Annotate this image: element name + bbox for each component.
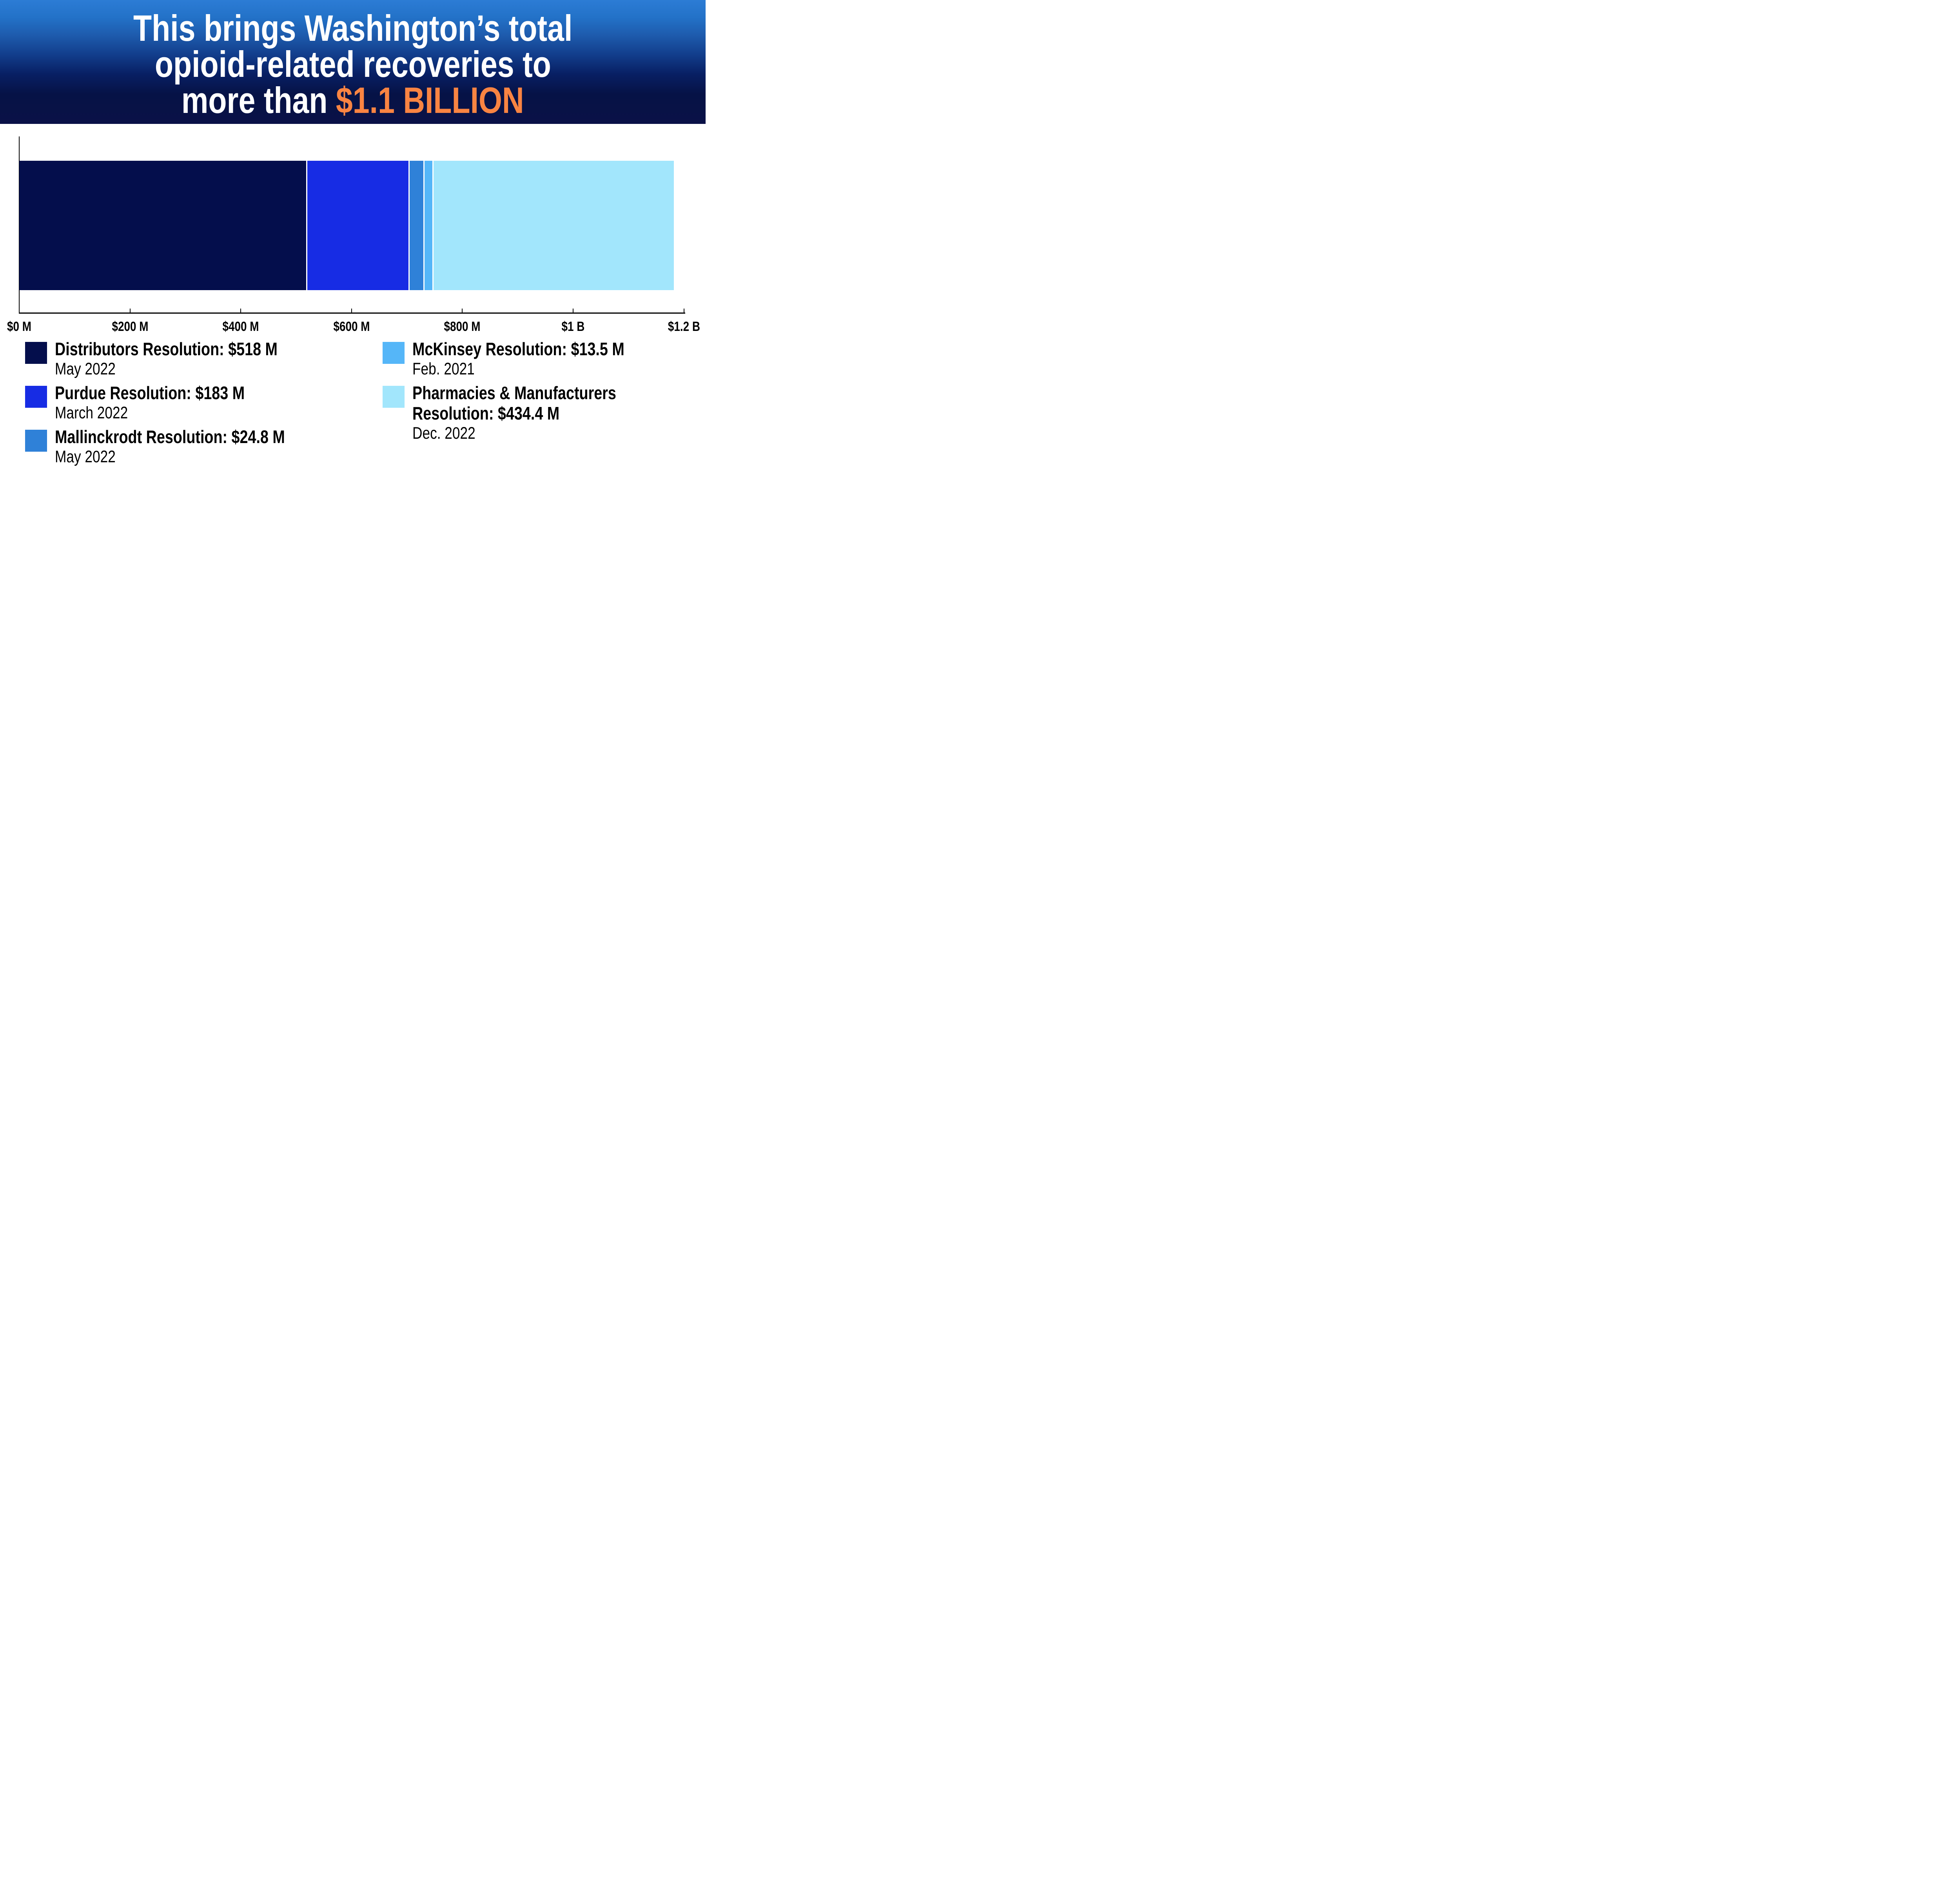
x-axis-tick (351, 309, 352, 312)
title-line-3-text: more than $1.1 BILLION (181, 80, 524, 121)
stacked-bar (19, 161, 674, 290)
bar-segment-5 (433, 161, 674, 290)
x-axis-label: $1.2 B (668, 319, 700, 334)
bar-segment-4 (425, 161, 432, 290)
x-axis-line (19, 312, 685, 314)
legend-text-pharmacies: Pharmacies & Manufacturers Resolution: $… (412, 383, 641, 443)
title-line-1-text: This brings Washington’s total (133, 7, 573, 49)
legend-swatch-distributors (25, 342, 47, 364)
legend-swatch-mallinckrodt (25, 430, 47, 452)
page-title: This brings Washington’s total opioid-re… (0, 0, 706, 121)
legend-swatch-mckinsey (383, 342, 405, 364)
title-line-2: opioid-related recoveries to (0, 44, 706, 85)
x-axis-tick (129, 309, 131, 312)
legend-title: Pharmacies & Manufacturers Resolution: $… (412, 383, 616, 423)
opioid-recoveries-infographic: This brings Washington’s total opioid-re… (0, 0, 706, 470)
legend-text-distributors: Distributors Resolution: $518 M May 2022 (55, 339, 344, 379)
x-axis-label: $1 B (561, 319, 585, 334)
legend-swatch-pharmacies (383, 386, 405, 408)
title-line-2-text: opioid-related recoveries to (154, 44, 551, 85)
x-axis-tick (462, 309, 463, 312)
x-axis-label: $400 M (222, 319, 259, 334)
x-axis-label: $800 M (444, 319, 481, 334)
legend-text-mallinckrodt: Mallinckrodt Resolution: $24.8 M May 202… (55, 427, 344, 467)
bar-segment-1 (19, 161, 306, 290)
legend-title: Distributors Resolution: $518 M (55, 339, 278, 359)
header-banner: This brings Washington’s total opioid-re… (0, 0, 706, 124)
title-line-1: This brings Washington’s total (0, 7, 706, 49)
total-amount-highlight: $1.1 BILLION (336, 80, 524, 121)
legend-swatch-purdue (25, 386, 47, 408)
legend-date: March 2022 (55, 403, 128, 422)
title-line-3: more than $1.1 BILLION (0, 80, 706, 121)
x-axis-label: $600 M (333, 319, 370, 334)
bar-segment-2 (307, 161, 409, 290)
legend-date: May 2022 (55, 360, 116, 378)
bar-segment-3 (410, 161, 424, 290)
legend-title: Mallinckrodt Resolution: $24.8 M (55, 427, 285, 447)
legend-title: Purdue Resolution: $183 M (55, 383, 245, 403)
legend-date: May 2022 (55, 447, 116, 466)
legend-date: Dec. 2022 (412, 424, 475, 443)
x-axis-tick (240, 309, 241, 312)
legend-text-purdue: Purdue Resolution: $183 M March 2022 (55, 383, 344, 423)
x-axis-label: $0 M (7, 319, 31, 334)
legend-date: Feb. 2021 (412, 360, 475, 378)
legend-title: McKinsey Resolution: $13.5 M (412, 339, 624, 359)
legend-text-mckinsey: McKinsey Resolution: $13.5 M Feb. 2021 (412, 339, 641, 379)
x-axis-label: $200 M (112, 319, 149, 334)
title-line-3-prefix: more than (181, 80, 336, 121)
